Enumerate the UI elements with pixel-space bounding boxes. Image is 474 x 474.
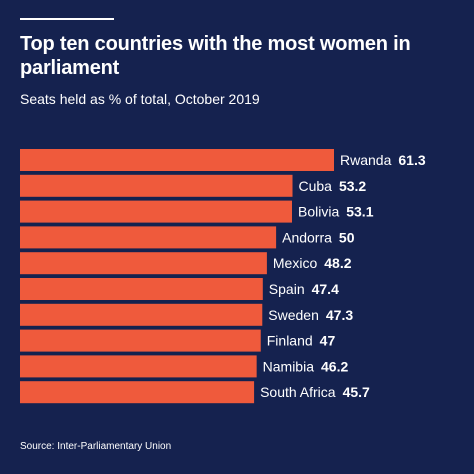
category-label: Finland xyxy=(267,333,313,349)
bar-namibia xyxy=(20,355,257,378)
value-label: 50 xyxy=(339,229,355,245)
category-label: Andorra xyxy=(282,229,332,245)
source-note: Source: Inter-Parliamentary Union xyxy=(20,441,172,452)
bar-mexico xyxy=(20,252,267,275)
category-label: Bolivia xyxy=(298,204,339,220)
bar-andorra xyxy=(20,226,277,249)
value-label: 61.3 xyxy=(398,152,425,168)
value-label: 53.1 xyxy=(346,204,373,220)
chart-subtitle: Seats held as % of total, October 2019 xyxy=(20,91,260,107)
bar-bolivia xyxy=(20,200,292,223)
category-label: Namibia xyxy=(263,358,315,374)
bar-spain xyxy=(20,278,263,300)
value-label: 45.7 xyxy=(343,384,370,400)
value-label: 48.2 xyxy=(324,255,351,271)
category-label: Rwanda xyxy=(340,152,392,168)
category-label: Cuba xyxy=(299,178,333,194)
value-label: 53.2 xyxy=(339,178,366,194)
top-accent-rule xyxy=(20,18,114,20)
value-label: 47.4 xyxy=(312,281,339,297)
category-label: Spain xyxy=(269,281,305,297)
category-label: Sweden xyxy=(268,307,319,323)
bar-south-africa xyxy=(20,381,255,404)
value-label: 47.3 xyxy=(326,307,353,323)
value-label: 46.2 xyxy=(321,358,348,374)
value-label: 47 xyxy=(320,333,336,349)
chart-title: Top ten countries with the most women in… xyxy=(20,33,411,79)
bar-finland xyxy=(20,329,261,352)
bar-cuba xyxy=(20,174,293,197)
category-label: Mexico xyxy=(273,255,318,271)
bar-sweden xyxy=(20,303,263,326)
category-label: South Africa xyxy=(260,384,336,400)
bar-rwanda xyxy=(20,149,334,171)
